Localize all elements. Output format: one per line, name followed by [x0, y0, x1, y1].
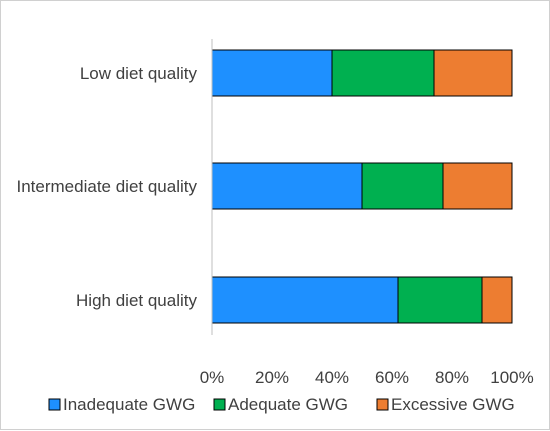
legend: Inadequate GWG Adequate GWG Excessive GWG	[48, 395, 515, 414]
category-label: Intermediate diet quality	[17, 177, 198, 196]
legend-swatch-inadequate-gwg	[48, 398, 61, 411]
bar-adequate-gwg-1	[361, 162, 444, 210]
bars-group	[211, 49, 513, 324]
x-tick-label: 20%	[255, 368, 289, 387]
bar-excessive-gwg-1	[442, 162, 513, 210]
legend-swatch-excessive-gwg	[376, 398, 389, 411]
bar-inadequate-gwg-1	[211, 162, 363, 210]
x-tick-label: 40%	[315, 368, 349, 387]
bar-inadequate-gwg-0	[211, 49, 333, 97]
x-tick-label: 80%	[435, 368, 469, 387]
category-label: Low diet quality	[80, 64, 198, 83]
legend-label: Inadequate GWG	[63, 395, 195, 414]
x-tick-label: 0%	[200, 368, 225, 387]
legend-label: Excessive GWG	[391, 395, 515, 414]
bar-excessive-gwg-0	[433, 49, 513, 97]
bar-adequate-gwg-2	[397, 276, 483, 324]
x-tick-label: 100%	[490, 368, 533, 387]
tick-labels: 0% 20% 40% 60% 80% 100%	[200, 368, 534, 387]
bar-adequate-gwg-0	[331, 49, 435, 97]
bar-inadequate-gwg-2	[211, 276, 399, 324]
x-tick-label: 60%	[375, 368, 409, 387]
bar-excessive-gwg-2	[481, 276, 513, 324]
category-labels: Low diet quality Intermediate diet qualit…	[17, 64, 198, 310]
legend-label: Adequate GWG	[228, 395, 348, 414]
legend-swatch-adequate-gwg	[213, 398, 226, 411]
category-label: High diet quality	[76, 291, 197, 310]
